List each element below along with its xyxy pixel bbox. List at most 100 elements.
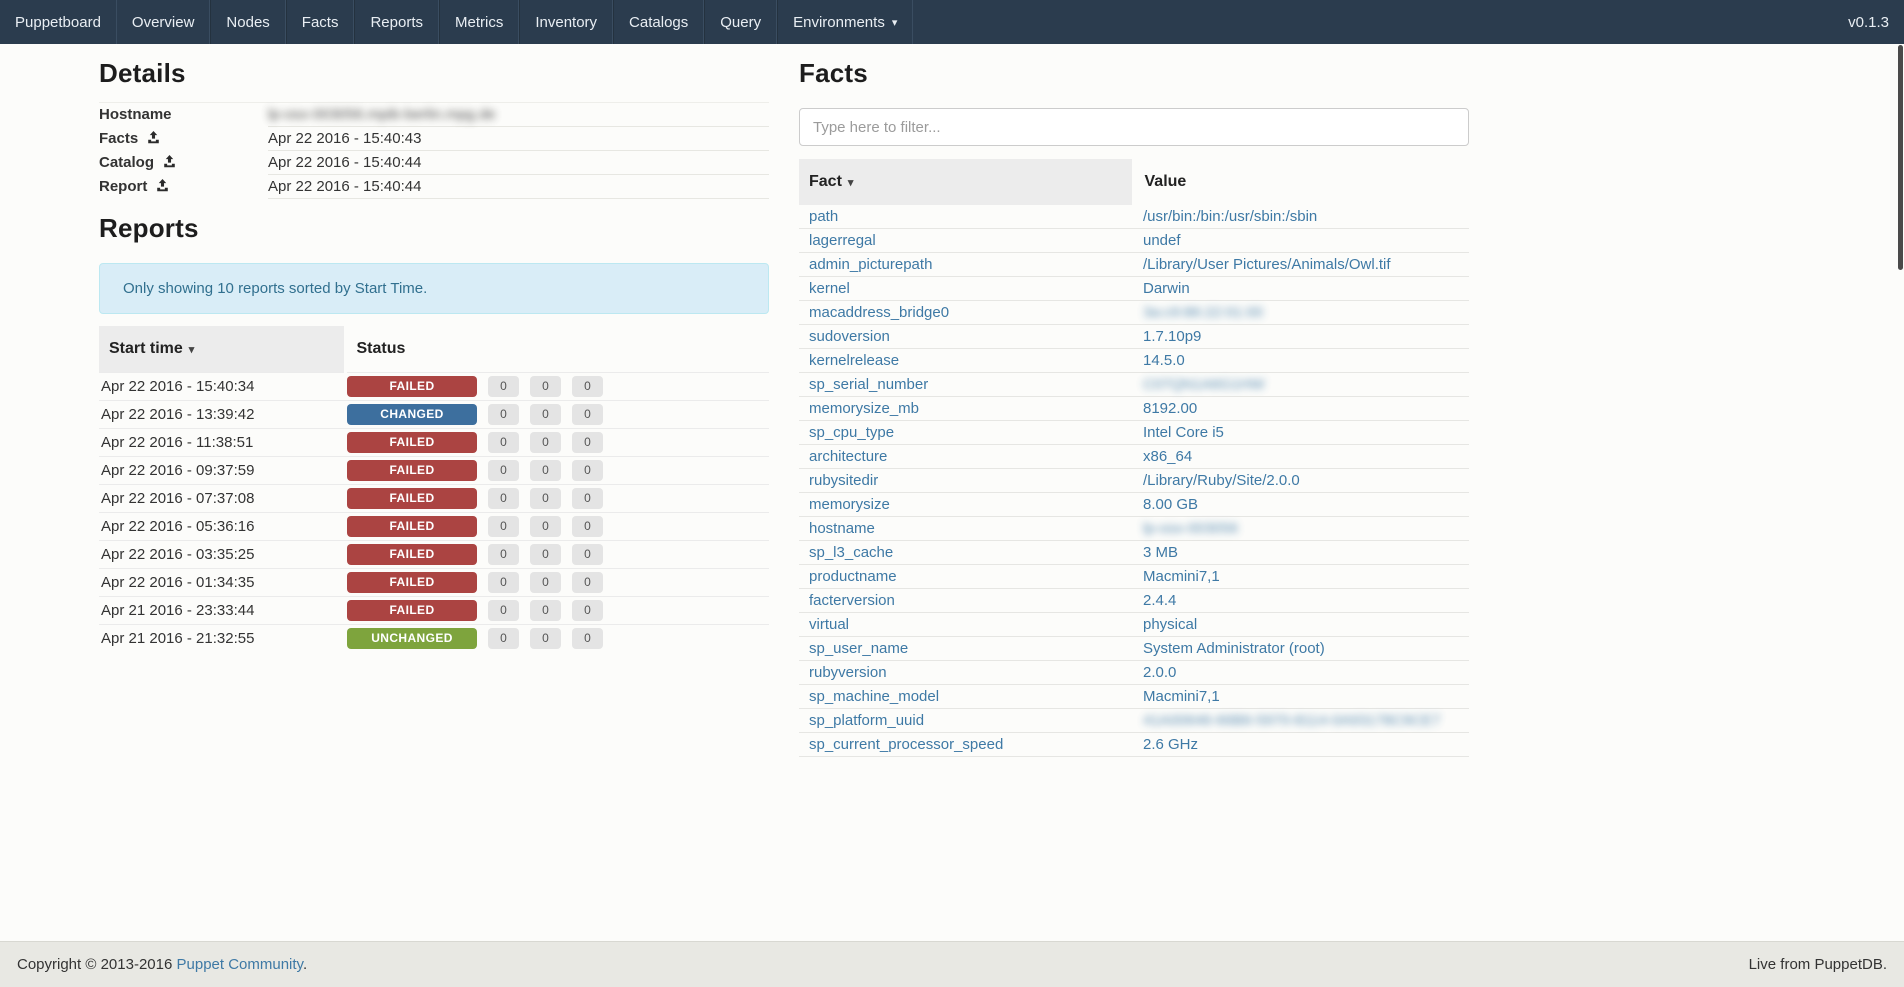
fact-value-link[interactable]: x86_64 [1143,448,1193,465]
fact-value-link[interactable]: System Administrator (root) [1143,640,1325,657]
fact-name-link[interactable]: macaddress_bridge0 [809,304,950,321]
fact-value-link[interactable]: Macmini7,1 [1143,688,1220,705]
count-badge: 0 [572,488,603,509]
nav-item-reports[interactable]: Reports [354,0,439,44]
chevron-down-icon: ▾ [891,16,898,29]
fact-value-link[interactable]: physical [1143,616,1198,633]
facts-sort-value[interactable]: Value [1133,159,1469,205]
navbar-version: v0.1.3 [1848,13,1889,31]
fact-name-link[interactable]: sp_user_name [809,640,909,657]
fact-name-link[interactable]: memorysize [809,496,890,513]
nav-item-metrics[interactable]: Metrics [439,0,520,44]
report-status-badges: FAILED 0 0 0 [347,488,767,509]
navbar-brand[interactable]: Puppetboard [0,0,117,44]
fact-name-link[interactable]: rubysitedir [809,472,879,489]
fact-row: sp_current_processor_speed 2.6 GHz [799,732,1469,757]
fact-value-cell: 8.00 GB [1133,492,1469,517]
fact-value-link[interactable]: 8.00 GB [1143,496,1199,513]
sort-caret-icon: ▾ [188,344,195,356]
fact-value-link[interactable]: /Library/User Pictures/Animals/Owl.tif [1143,256,1391,273]
fact-name-link[interactable]: kernel [809,280,850,297]
details-row: Report Apr 22 2016 - 15:40:44 [99,174,769,199]
report-row: Apr 22 2016 - 05:36:16 FAILED 0 0 0 [99,512,769,541]
fact-name-cell: sp_user_name [799,636,1133,661]
fact-value-link[interactable]: 2.6 GHz [1143,736,1199,753]
scrollbar[interactable] [1898,45,1903,270]
fact-value-link[interactable]: 2.0.0 [1143,664,1177,681]
fact-row: facterversion 2.4.4 [799,588,1469,613]
reports-sort-status[interactable]: Status [345,326,769,373]
fact-name-link[interactable]: hostname [809,520,875,537]
fact-value-link[interactable]: C07QN1A6G1HW [1143,376,1265,393]
upload-icon[interactable] [163,154,176,172]
fact-name-link[interactable]: sp_machine_model [809,688,940,705]
fact-value-cell: 41A00646-66B6-5970-8114-0A93178C9CE7 [1133,708,1469,733]
report-status-cell: FAILED 0 0 0 [345,540,769,569]
report-row: Apr 22 2016 - 13:39:42 CHANGED 0 0 0 [99,400,769,429]
fact-value-cell: Intel Core i5 [1133,420,1469,445]
facts-filter-input[interactable] [799,108,1469,146]
nav-item-nodes[interactable]: Nodes [210,0,286,44]
nav-item-catalogs[interactable]: Catalogs [613,0,705,44]
fact-value-link[interactable]: 14.5.0 [1143,352,1185,369]
nav-item-facts[interactable]: Facts [285,0,355,44]
count-badge: 0 [488,460,519,481]
details-row: Hostname lp-osx-003056.mpib-berlin.mpg.de [99,102,769,127]
fact-name-cell: kernelrelease [799,348,1133,373]
report-status-cell: FAILED 0 0 0 [345,512,769,541]
fact-name-link[interactable]: sp_serial_number [809,376,929,393]
start-time-column-label: Start time [109,340,183,357]
details-row: Catalog Apr 22 2016 - 15:40:44 [99,150,769,175]
fact-name-link[interactable]: sp_cpu_type [809,424,895,441]
fact-value-cell: /usr/bin:/bin:/usr/sbin:/sbin [1133,205,1469,229]
fact-name-link[interactable]: memorysize_mb [809,400,920,417]
details-label: Report [99,175,268,199]
fact-name-link[interactable]: rubyversion [809,664,887,681]
fact-value-link[interactable]: 3a:c9:86:22:01:00 [1143,304,1264,321]
fact-name-link[interactable]: sp_l3_cache [809,544,894,561]
fact-name-link[interactable]: sudoversion [809,328,890,345]
puppet-community-link[interactable]: Puppet Community [176,956,303,973]
fact-row: lagerregal undef [799,228,1469,253]
facts-sort-fact[interactable]: Fact ▾ [799,159,1135,205]
nav-item-overview[interactable]: Overview [117,0,211,44]
fact-value-link[interactable]: 3 MB [1143,544,1179,561]
fact-name-link[interactable]: sp_platform_uuid [809,712,925,729]
nav-item-inventory[interactable]: Inventory [519,0,614,44]
reports-sort-start-time[interactable]: Start time ▾ [99,326,347,373]
fact-row: rubyversion 2.0.0 [799,660,1469,685]
fact-name-link[interactable]: kernelrelease [809,352,900,369]
count-badge: 0 [572,404,603,425]
right-column: Facts Fact ▾ Value path/usr/bin:/bin:/usr… [784,44,1484,757]
fact-name-cell: memorysize [799,492,1133,517]
fact-name-link[interactable]: architecture [809,448,888,465]
reports-info-alert: Only showing 10 reports sorted by Start … [99,263,769,314]
fact-value-link[interactable]: Darwin [1143,280,1190,297]
fact-name-link[interactable]: facterversion [809,592,895,609]
fact-name-link[interactable]: admin_picturepath [809,256,933,273]
nav-item-query[interactable]: Query [704,0,778,44]
fact-value-link[interactable]: 8192.00 [1143,400,1198,417]
fact-value-link[interactable]: lp-osx-003056 [1143,520,1239,537]
fact-value-link[interactable]: /Library/Ruby/Site/2.0.0 [1143,472,1300,489]
fact-name-link[interactable]: path [809,208,839,225]
report-row: Apr 22 2016 - 03:35:25 FAILED 0 0 0 [99,540,769,569]
report-start-time: Apr 22 2016 - 07:37:08 [99,484,345,513]
fact-name-link[interactable]: virtual [809,616,850,633]
upload-icon[interactable] [147,130,160,148]
fact-name-link[interactable]: sp_current_processor_speed [809,736,1004,753]
fact-value-link[interactable]: 2.4.4 [1143,592,1177,609]
fact-value-link[interactable]: undef [1143,232,1181,249]
upload-icon[interactable] [156,178,169,196]
fact-value-link[interactable]: /usr/bin:/bin:/usr/sbin:/sbin [1143,208,1318,225]
fact-value-cell: C07QN1A6G1HW [1133,372,1469,397]
nav-item-environments[interactable]: Environments ▾ [777,0,914,44]
count-badge: 0 [572,432,603,453]
fact-value-link[interactable]: Intel Core i5 [1143,424,1224,441]
fact-value-link[interactable]: 41A00646-66B6-5970-8114-0A93178C9CE7 [1143,712,1441,729]
fact-name-link[interactable]: productname [809,568,897,585]
fact-value-link[interactable]: Macmini7,1 [1143,568,1220,585]
report-status-badges: CHANGED 0 0 0 [347,404,767,425]
fact-name-link[interactable]: lagerregal [809,232,876,249]
fact-value-link[interactable]: 1.7.10p9 [1143,328,1202,345]
